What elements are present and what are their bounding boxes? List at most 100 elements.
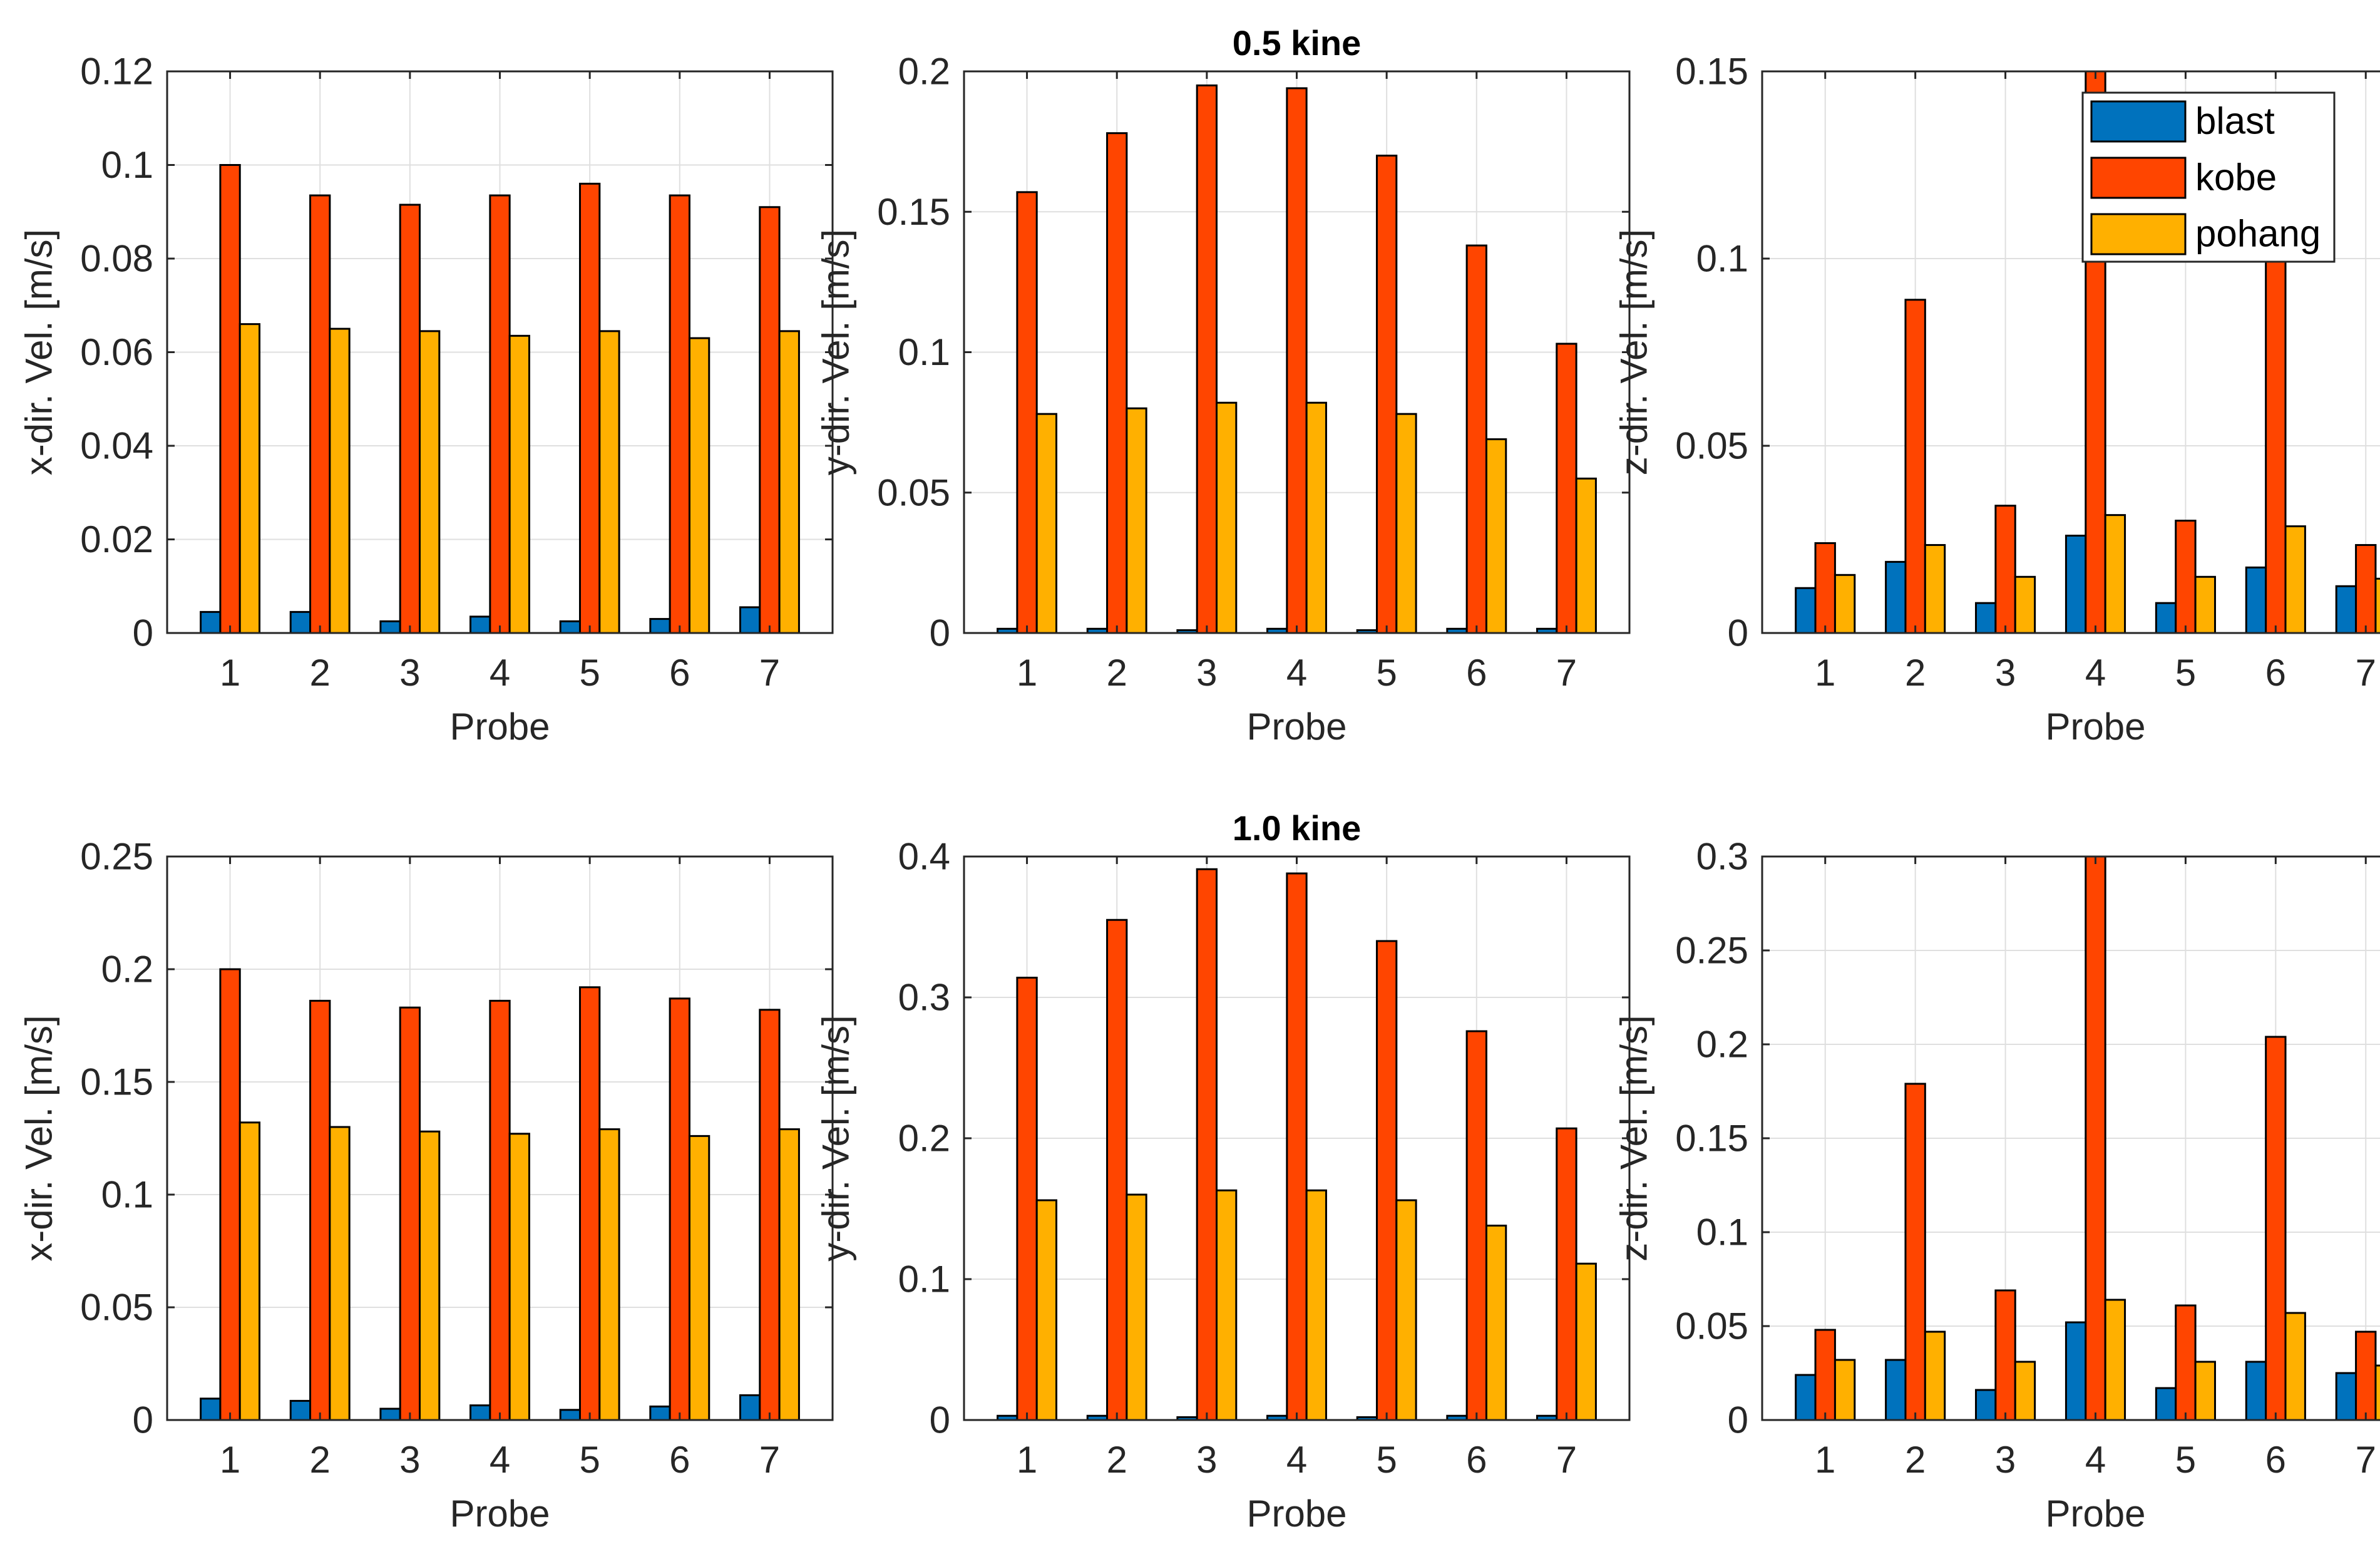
x-tick-label: 7 — [2356, 1439, 2376, 1481]
bar-blast-probe-2 — [1885, 1359, 1907, 1421]
bar-kobe-probe-4 — [489, 194, 511, 634]
y-tick-label: 0.4 — [898, 836, 950, 878]
bar-kobe-probe-1 — [1016, 191, 1038, 634]
x-tick-label: 1 — [1815, 1439, 1835, 1481]
y-tick-label: 0.1 — [1696, 1212, 1748, 1253]
bar-blast-probe-6 — [649, 1405, 671, 1421]
bar-blast-probe-6 — [2245, 1361, 2267, 1421]
bar-blast-probe-1 — [200, 1397, 222, 1421]
bar-blast-probe-1 — [1795, 1374, 1817, 1421]
bar-blast-probe-3 — [1975, 602, 1997, 634]
bar-pohang-probe-3 — [419, 330, 441, 634]
chart-panel-z-10: 0 0.05 0.1 0.15 0.2 0.25 0.3 1 2 3 4 5 6 7 Probe z-dir.… — [1613, 836, 2380, 1535]
y-tick-label: 0.25 — [80, 836, 153, 878]
bar-pohang-probe-3 — [2014, 575, 2036, 634]
x-tick-label: 3 — [1995, 1439, 2016, 1481]
y-tick-label: 0.05 — [877, 471, 950, 513]
y-tick-label: 0.15 — [80, 1061, 153, 1103]
bar-pohang-probe-6 — [1485, 438, 1507, 634]
x-tick-label: 4 — [1286, 1439, 1307, 1481]
bar-blast-probe-7 — [739, 1394, 761, 1421]
bar-blast-probe-2 — [289, 610, 312, 634]
y-tick-label: 0 — [133, 1399, 153, 1441]
bar-pohang-probe-6 — [688, 337, 710, 634]
y-tick-label: 0.02 — [80, 518, 153, 560]
x-tick-label: 1 — [1017, 1439, 1037, 1481]
legend-swatch-blast — [2090, 100, 2187, 143]
bar-blast-probe-1 — [200, 610, 222, 634]
y-tick-label: 0 — [930, 1399, 950, 1441]
bar-pohang-probe-4 — [2104, 1299, 2126, 1421]
x-tick-label: 3 — [1196, 1439, 1217, 1481]
y-tick-label: 0.1 — [1696, 238, 1748, 280]
bar-blast-probe-3 — [1975, 1389, 1997, 1421]
x-tick-label: 6 — [1466, 652, 1487, 694]
bar-pohang-probe-6 — [688, 1135, 710, 1421]
chart-title: 1.0 kine — [1233, 808, 1361, 848]
bar-kobe-probe-6 — [669, 194, 690, 634]
legend: blast kobe pohang — [2081, 91, 2336, 263]
x-tick-label: 5 — [579, 1439, 600, 1481]
y-tick-label: 0 — [930, 612, 950, 654]
chart-title: 0.5 kine — [1233, 23, 1361, 63]
bar-pohang-probe-5 — [2194, 1361, 2216, 1421]
bar-kobe-probe-2 — [309, 999, 331, 1421]
legend-swatch-pohang — [2090, 213, 2187, 255]
bar-blast-probe-6 — [649, 618, 671, 634]
x-tick-label: 6 — [2265, 652, 2286, 694]
bar-kobe-probe-1 — [1016, 977, 1038, 1421]
bar-kobe-probe-5 — [578, 986, 601, 1421]
bar-kobe-probe-7 — [759, 206, 781, 634]
x-tick-label: 5 — [1376, 1439, 1397, 1481]
x-tick-label: 7 — [759, 652, 780, 694]
x-tick-label: 2 — [310, 652, 331, 694]
x-tick-label: 4 — [490, 652, 510, 694]
bar-pohang-probe-4 — [1305, 401, 1327, 634]
bar-blast-probe-5 — [2155, 1387, 2177, 1421]
x-tick-label: 6 — [2265, 1439, 2286, 1481]
x-tick-label: 3 — [399, 1439, 420, 1481]
x-tick-label: 4 — [1286, 652, 1307, 694]
bar-pohang-probe-5 — [2194, 575, 2216, 634]
x-tick-label: 5 — [2175, 1439, 2196, 1481]
y-tick-label: 0.04 — [80, 425, 153, 467]
bar-pohang-probe-7 — [2374, 1364, 2380, 1421]
bar-kobe-probe-7 — [759, 1009, 781, 1421]
bar-kobe-probe-3 — [399, 1006, 421, 1421]
x-axis-label: Probe — [1246, 1493, 1346, 1535]
x-tick-label: 7 — [2356, 652, 2376, 694]
bar-blast-probe-2 — [289, 1399, 312, 1421]
bar-kobe-probe-5 — [2175, 520, 2197, 634]
bar-pohang-probe-3 — [1216, 401, 1238, 634]
bar-pohang-probe-3 — [2014, 1361, 2036, 1421]
bar-blast-probe-3 — [379, 620, 401, 634]
bar-kobe-probe-7 — [2355, 1330, 2377, 1421]
chart-panel-x-05: 0 0.02 0.04 0.06 0.08 0.1 0.12 1 2 3 4 5 6 7 Probe x-di… — [18, 51, 834, 748]
bar-pohang-probe-7 — [778, 330, 800, 634]
bar-pohang-probe-1 — [1834, 574, 1856, 634]
bar-kobe-probe-6 — [2265, 1036, 2287, 1421]
bar-blast-probe-2 — [1885, 560, 1907, 634]
bar-kobe-probe-5 — [578, 182, 601, 634]
bar-pohang-probe-4 — [1305, 1189, 1327, 1421]
bar-pohang-probe-4 — [2104, 514, 2126, 634]
y-axis-label: y-dir. Vel. [m/s] — [815, 229, 857, 475]
y-tick-label: 0.06 — [80, 331, 153, 373]
x-tick-label: 1 — [1815, 652, 1835, 694]
legend-swatch-kobe — [2090, 157, 2187, 199]
bar-kobe-probe-2 — [1106, 132, 1128, 634]
bar-kobe-probe-4 — [2085, 855, 2106, 1421]
bar-kobe-probe-3 — [399, 203, 421, 634]
bar-pohang-probe-5 — [1395, 1199, 1417, 1421]
bar-kobe-probe-2 — [1904, 1083, 1926, 1421]
bar-kobe-probe-3 — [1196, 868, 1218, 1421]
bar-kobe-probe-3 — [1196, 84, 1218, 634]
y-tick-label: 0.05 — [1675, 1305, 1748, 1347]
x-tick-label: 6 — [669, 652, 690, 694]
x-tick-label: 3 — [1196, 652, 1217, 694]
bar-pohang-probe-2 — [1126, 407, 1147, 634]
bar-kobe-probe-7 — [2355, 543, 2377, 634]
x-tick-label: 4 — [490, 1439, 510, 1481]
y-tick-label: 0.1 — [898, 331, 950, 373]
bar-pohang-probe-5 — [1395, 413, 1417, 634]
